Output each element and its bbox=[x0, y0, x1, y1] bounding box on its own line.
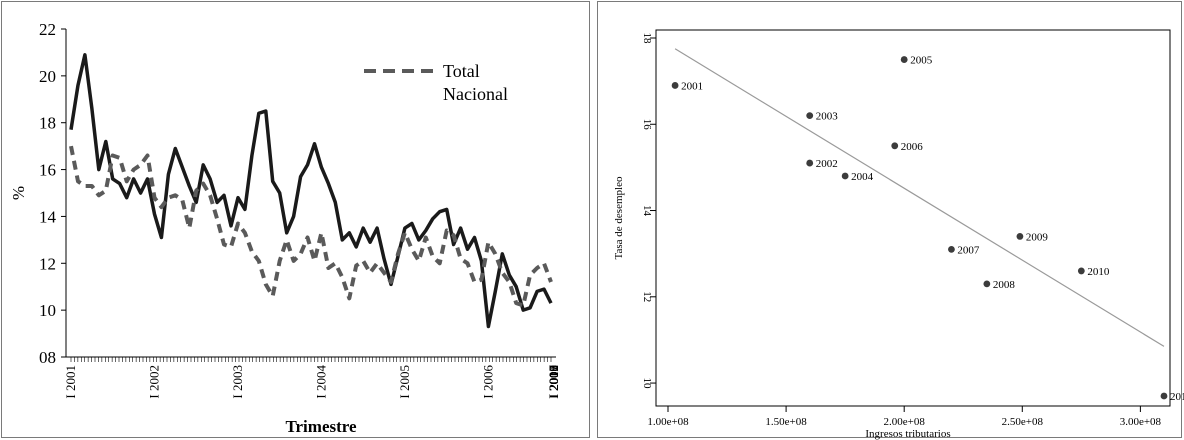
series-line-total-nacional bbox=[69, 145, 553, 308]
x-tick-label: I 2001 bbox=[63, 365, 78, 399]
point-label: 2008 bbox=[993, 279, 1016, 291]
y-tick-label: 12 bbox=[39, 254, 56, 273]
point-label: 2010 bbox=[1087, 266, 1110, 278]
y-tick-label: 10 bbox=[39, 301, 56, 320]
x-tick-label: I 2006 bbox=[480, 365, 495, 399]
tax-vs-unemployment-scatter: Ingresos tributarios Tasa de desempleo 1… bbox=[597, 1, 1184, 440]
regression-line bbox=[674, 48, 1165, 347]
x-tick-label: I 2005 bbox=[397, 365, 412, 399]
scatter-point bbox=[1016, 233, 1024, 240]
x-tick-label: I 2010 bbox=[546, 365, 561, 399]
x-axis-label: Trimestre bbox=[285, 417, 357, 436]
legend-label: Total Nacional bbox=[443, 61, 508, 104]
y-tick-label: 14 bbox=[641, 205, 653, 217]
y-tick-label: 22 bbox=[39, 20, 56, 39]
x-tick-label: 2.50e+08 bbox=[1002, 416, 1044, 428]
point-label: 2001 bbox=[681, 80, 703, 92]
scatter-point bbox=[806, 112, 814, 120]
legend-label-line: Nacional bbox=[443, 84, 508, 104]
x-tick-label: 1.00e+08 bbox=[647, 416, 689, 428]
x-tick-label: 1.50e+08 bbox=[765, 416, 807, 428]
y-tick-label: 16 bbox=[641, 119, 653, 131]
point-label: 2006 bbox=[901, 141, 924, 153]
point-label: 2007 bbox=[957, 244, 980, 256]
chart-frame bbox=[1, 1, 590, 438]
left-chart-panel: % Trimestre Total Nacional 08 10 12 14 16 18 20… bbox=[1, 1, 590, 438]
chart-frame bbox=[597, 1, 1182, 438]
y-tick-label: 20 bbox=[39, 67, 56, 86]
point-label: 2003 bbox=[816, 111, 839, 123]
y-tick-label: 08 bbox=[39, 348, 56, 367]
x-tick-label: I 2008 bbox=[546, 365, 561, 399]
y-tick-label: 14 bbox=[39, 207, 57, 226]
y-axis-label: % bbox=[9, 186, 28, 200]
scatter-point bbox=[983, 280, 991, 288]
point-label: 2004 bbox=[851, 171, 874, 183]
y-tick-label: 18 bbox=[641, 33, 653, 45]
series-line-solid bbox=[69, 53, 553, 329]
x-tick-label: 2.00e+08 bbox=[884, 416, 926, 428]
scatter-point bbox=[948, 245, 955, 253]
point-label: 201 bbox=[1170, 391, 1184, 403]
x-tick-label: I 2009 bbox=[546, 365, 561, 399]
scatter-point bbox=[1160, 392, 1168, 400]
scatter-point bbox=[671, 82, 679, 89]
y-axis-label: Tasa de desempleo bbox=[613, 176, 625, 259]
scatter-point bbox=[900, 56, 908, 63]
scatter-point bbox=[806, 159, 814, 167]
x-tick-label: I 2007 bbox=[546, 365, 561, 399]
x-tick-label: I 2012 bbox=[546, 365, 561, 399]
unemployment-line-chart: % Trimestre Total Nacional 08 10 12 14 16 18 20… bbox=[1, 1, 590, 438]
x-tick-label: I 2004 bbox=[313, 365, 328, 399]
x-tick-label: I 2003 bbox=[230, 365, 245, 399]
scatter-point bbox=[891, 142, 899, 150]
y-tick-label: 12 bbox=[641, 291, 653, 302]
y-tick-label: 10 bbox=[641, 378, 653, 390]
plot-box bbox=[655, 29, 1171, 407]
x-axis-label: Ingresos tributarios bbox=[865, 428, 950, 440]
point-label: 2002 bbox=[816, 158, 838, 170]
x-tick-label: I 2002 bbox=[146, 365, 161, 399]
legend-label-line: Total bbox=[443, 61, 480, 81]
scatter-point bbox=[841, 172, 849, 180]
y-tick-label: 16 bbox=[39, 161, 56, 180]
x-tick-label: I 2011 bbox=[546, 365, 561, 398]
scatter-point bbox=[1077, 267, 1085, 275]
right-chart-panel: Ingresos tributarios Tasa de desempleo 1… bbox=[596, 0, 1184, 440]
x-tick-label: 3.00e+08 bbox=[1120, 416, 1162, 428]
point-label: 2005 bbox=[910, 55, 933, 67]
legend: Total Nacional bbox=[364, 61, 508, 104]
point-label: 2009 bbox=[1026, 231, 1049, 243]
y-tick-label: 18 bbox=[39, 114, 56, 133]
